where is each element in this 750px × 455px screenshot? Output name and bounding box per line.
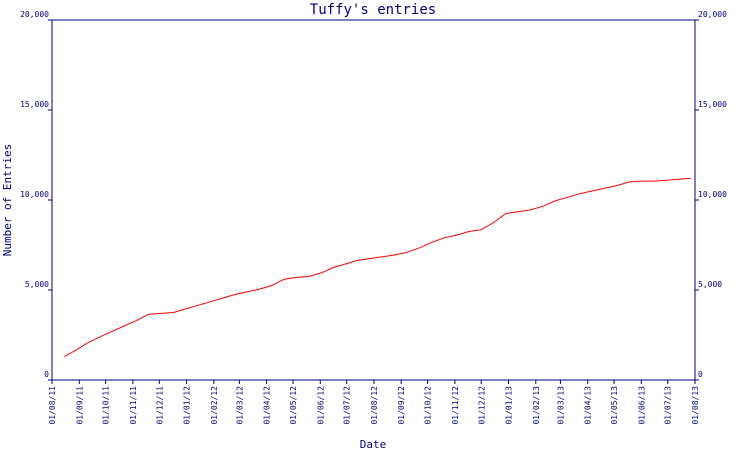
x-tick-label: 01/04/12 <box>263 386 272 425</box>
x-tick-label: 01/04/13 <box>584 386 593 425</box>
x-tick-label: 01/02/12 <box>210 386 219 425</box>
y-tick-label-right: 10,000 <box>698 190 727 199</box>
x-tick-label: 01/09/12 <box>397 386 406 425</box>
y-tick-label-left: 15,000 <box>20 100 49 109</box>
y-axis-left: 0 5,000 10,000 15,000 20,000 <box>20 10 52 381</box>
x-tick-label: 01/06/13 <box>637 386 646 425</box>
x-tick-label: 01/02/13 <box>532 386 541 425</box>
y-tick-label-left: 0 <box>44 370 49 379</box>
x-tick-label: 01/10/12 <box>424 386 433 425</box>
x-tick-label: 01/07/13 <box>664 386 673 425</box>
x-tick-label: 01/08/13 <box>691 386 700 425</box>
y-tick-label-left: 10,000 <box>20 190 49 199</box>
series-line-0 <box>64 177 691 358</box>
y-tick-label-right: 20,000 <box>698 10 727 19</box>
x-tick-label: 01/06/12 <box>316 386 325 425</box>
x-tick-label: 01/08/11 <box>48 386 57 425</box>
plot-frame <box>51 19 696 381</box>
x-tick-label: 01/09/11 <box>75 386 84 425</box>
x-tick-label: 01/11/11 <box>129 386 138 425</box>
x-tick-label: 01/07/12 <box>343 386 352 425</box>
x-tick-label: 01/01/13 <box>505 386 514 425</box>
x-tick-label: 01/12/12 <box>477 386 486 425</box>
chart-title: Tuffy's entries <box>310 2 436 18</box>
y-axis-label: Number of Entries <box>1 144 14 257</box>
y-tick-label-left: 5,000 <box>25 280 49 289</box>
x-axis-label: Date <box>360 438 387 450</box>
y-tick-label-right: 0 <box>698 370 703 379</box>
x-tick-label: 01/05/12 <box>289 386 298 425</box>
x-tick-label: 01/05/13 <box>610 386 619 425</box>
series-layer <box>64 177 691 358</box>
x-tick-label: 01/03/12 <box>235 386 244 425</box>
y-tick-label-right: 15,000 <box>698 100 727 109</box>
y-tick-label-right: 5,000 <box>698 280 722 289</box>
x-tick-label: 01/08/12 <box>370 386 379 425</box>
y-axis-right: 0 5,000 10,000 15,000 20,000 <box>695 10 727 381</box>
x-tick-label: 01/01/12 <box>183 386 192 425</box>
x-tick-label: 01/12/11 <box>155 386 164 425</box>
x-axis: 01/08/11 01/09/11 01/10/11 01/11/11 01/12/11… <box>48 380 700 425</box>
x-tick-label: 01/03/13 <box>556 386 565 425</box>
x-tick-label: 01/10/11 <box>102 386 111 425</box>
x-tick-label: 01/11/12 <box>451 386 460 425</box>
y-tick-label-left: 20,000 <box>20 10 49 19</box>
